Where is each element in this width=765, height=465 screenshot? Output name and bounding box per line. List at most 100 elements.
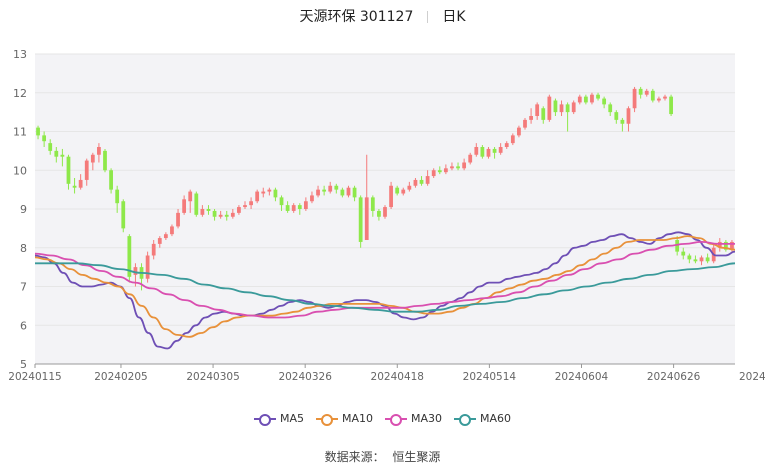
legend-item-ma30[interactable]: MA30 [385,412,443,426]
candle-up [97,147,101,155]
y-tick-label: 13 [13,48,27,61]
legend-swatch [315,413,338,426]
candle-up [145,255,150,279]
legend-label: MA10 [341,412,373,425]
candle-up [90,154,95,163]
candle-down [377,210,381,217]
period-label[interactable]: 日K [442,9,466,25]
y-tick-label: 9 [20,203,27,216]
candle-up [644,90,649,95]
candle-down [322,189,327,192]
candle-up [133,267,138,275]
candle-down [297,205,302,209]
candle-down [675,240,680,252]
legend-swatch-circle [258,413,271,426]
x-tick-label: 20240716 [739,371,765,383]
candle-up [413,179,418,186]
candle-up [389,185,393,208]
candle-up [468,154,473,163]
y-tick-label: 11 [13,126,27,139]
candle-up [498,147,503,153]
y-tick-label: 10 [13,164,27,177]
candle-up [291,205,296,211]
legend-label: MA60 [480,412,512,425]
legend-label: MA5 [279,412,304,425]
candle-up [657,98,661,101]
candle-up [151,243,156,256]
chart-header: 天源环保 301127 日K [0,6,765,26]
candle-down [650,90,655,101]
candle-up [486,148,491,157]
candle-down [723,241,728,250]
candle-up [230,212,235,217]
candle-down [103,150,107,171]
candle-up [261,191,266,194]
candle-down [553,100,558,113]
legend-item-ma5[interactable]: MA5 [253,412,304,426]
candle-up [243,205,247,208]
candle-down [206,209,211,211]
candle-down [492,148,497,153]
candle-down [681,251,686,256]
candle-down [127,236,132,277]
candle-down [358,197,363,242]
candle-up [443,168,448,173]
candle-up [157,238,162,244]
candle-up [310,195,314,202]
candle-up [84,160,89,180]
candle-down [212,210,217,217]
y-tick-label: 5 [20,358,27,371]
candle-up [407,185,412,190]
candle-up [364,197,369,240]
legend-item-ma60[interactable]: MA60 [454,412,512,426]
candle-down [121,201,126,229]
candle-up [730,241,734,250]
candle-down [565,104,570,113]
candle-down [596,94,600,99]
candle-down [370,197,375,211]
data-source-label: 数据来源： [324,450,385,464]
candle-up [249,201,253,206]
ma-line-ma5 [34,231,736,350]
candle-up [218,214,223,217]
candle-down [115,189,120,204]
candle-down [638,88,643,95]
candle-down [334,185,339,190]
candle-down [109,170,113,190]
candle-down [687,255,692,260]
legend-swatch-circle [320,413,333,426]
candle-up [510,135,515,144]
candle-down [224,214,229,217]
candle-down [285,205,290,211]
candle-down [608,104,613,113]
legend-label: MA30 [411,412,443,425]
x-tick-label: 20240514 [463,371,517,383]
candle-up [267,189,272,192]
candle-down [541,108,546,120]
candle-down [693,259,698,262]
candle-down [437,170,442,173]
legend-swatch [385,413,407,426]
candle-up [401,189,406,194]
candle-down [480,147,485,157]
x-tick-label: 20240604 [555,371,609,383]
candle-up [316,189,320,196]
x-tick-label: 20240205 [94,371,147,383]
candle-up [535,104,540,116]
candle-up [474,147,479,155]
legend-item-ma10[interactable]: MA10 [315,412,373,426]
candle-down [194,193,199,215]
candle-up [517,127,521,136]
ma-line-ma30 [34,240,735,319]
candle-down [42,135,47,142]
candle-down [273,189,278,198]
data-source: 数据来源： 恒生聚源 [0,448,765,465]
y-tick-label: 6 [20,319,27,332]
candle-up [450,166,454,169]
candle-up [200,209,205,215]
candle-down [583,96,588,103]
candle-up [632,88,637,109]
candle-up [303,201,308,209]
